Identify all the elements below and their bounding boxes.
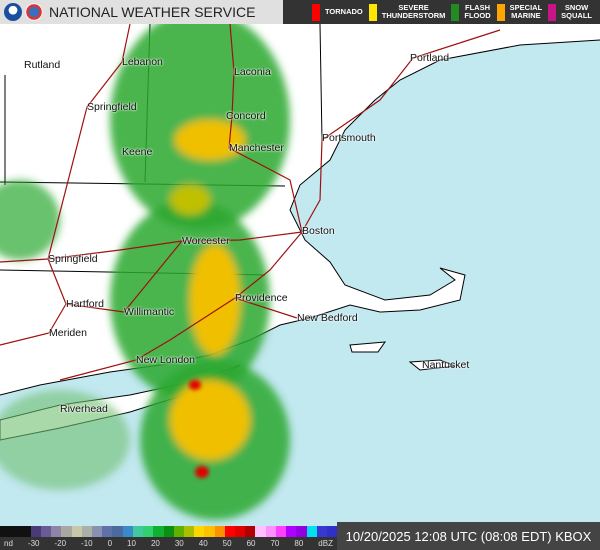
site-title: NATIONAL WEATHER SERVICE xyxy=(49,4,256,20)
color-step xyxy=(275,526,287,537)
marthas-vineyard xyxy=(349,341,387,353)
radar-echoes xyxy=(0,10,290,520)
noaa-logo xyxy=(4,3,22,21)
color-step xyxy=(245,526,256,537)
reflectivity-legend: nd -30 -20 -10 0 10 20 30 40 50 60 70 80 dBZ xyxy=(0,526,338,550)
legend-tick: 60 xyxy=(246,539,256,548)
warning-swatch xyxy=(548,3,557,21)
highways xyxy=(0,23,501,381)
color-step xyxy=(143,526,154,537)
color-step xyxy=(327,526,338,537)
color-step xyxy=(112,526,123,537)
warning-swatch xyxy=(496,3,505,21)
color-step xyxy=(40,526,52,537)
city-label: Lebanon xyxy=(122,56,163,68)
color-step xyxy=(296,526,307,537)
warning-snow: SNOW SQUALL xyxy=(548,3,592,21)
legend-ticks: nd -30 -20 -10 0 10 20 30 40 50 60 70 80 dBZ xyxy=(0,539,337,548)
legend-tick: -20 xyxy=(54,539,67,548)
color-step xyxy=(0,526,11,537)
legend-tick: -30 xyxy=(27,539,40,548)
color-step xyxy=(286,526,297,537)
city-label: Willimantic xyxy=(124,306,175,318)
color-step xyxy=(102,526,113,537)
color-step xyxy=(61,526,72,537)
warning-flash: FLASH FLOOD xyxy=(451,3,491,21)
city-label: Keene xyxy=(122,146,153,158)
city-label: Laconia xyxy=(234,66,271,78)
city-label: New Bedford xyxy=(297,312,358,324)
land xyxy=(0,24,600,395)
color-step xyxy=(71,526,82,537)
color-step xyxy=(265,526,276,537)
city-label: Worcester xyxy=(182,235,230,247)
color-step xyxy=(173,526,184,537)
legend-tick: 0 xyxy=(107,539,113,548)
nws-logo xyxy=(25,3,43,21)
brand[interactable]: NATIONAL WEATHER SERVICE xyxy=(0,0,283,24)
color-step xyxy=(306,526,317,537)
warning-special: SPECIAL MARINE xyxy=(496,3,543,21)
warning-label: TORNADO xyxy=(324,7,363,16)
city-label: Springfield xyxy=(48,253,98,265)
color-step xyxy=(224,526,236,537)
city-label: New London xyxy=(136,354,195,366)
color-step xyxy=(10,526,21,537)
nantucket xyxy=(408,359,456,371)
city-label: Nantucket xyxy=(422,359,470,371)
legend-tick: 30 xyxy=(174,539,184,548)
color-bar xyxy=(0,526,338,537)
warning-label: FLASH FLOOD xyxy=(464,3,491,20)
warning-label: SNOW SQUALL xyxy=(561,3,592,20)
city-label: Portsmouth xyxy=(322,132,376,144)
color-step xyxy=(122,526,133,537)
legend-tick: 40 xyxy=(198,539,208,548)
color-step xyxy=(132,526,144,537)
color-step xyxy=(204,526,215,537)
warning-swatch xyxy=(451,3,460,21)
warning-swatch xyxy=(368,3,377,21)
city-label: Riverhead xyxy=(60,403,108,415)
legend-tick: 50 xyxy=(222,539,232,548)
color-step xyxy=(194,526,205,537)
warning-legend: TORNADO SEVERE THUNDERSTORM FLASH FLOOD SPE… xyxy=(283,0,600,24)
color-step xyxy=(235,526,246,537)
legend-tick: 80 xyxy=(294,539,304,548)
color-step xyxy=(163,526,174,537)
color-step xyxy=(51,526,62,537)
city-label: Concord xyxy=(226,110,266,122)
city-label: Boston xyxy=(302,225,335,237)
city-label: Hartford xyxy=(66,298,104,310)
color-step xyxy=(30,526,41,537)
color-step xyxy=(81,526,92,537)
warning-severe: SEVERE THUNDERSTORM xyxy=(368,3,446,21)
legend-tick: 20 xyxy=(150,539,160,548)
color-step xyxy=(20,526,31,537)
legend-tick: 10 xyxy=(127,539,136,548)
warning-tornado: TORNADO xyxy=(311,3,363,21)
color-step xyxy=(316,526,327,537)
timestamp: 10/20/2025 12:08 UTC (08:08 EDT) KBOX xyxy=(337,522,600,550)
city-label: Springfield xyxy=(87,101,137,113)
header: NATIONAL WEATHER SERVICE TORNADO SEVERE T… xyxy=(0,0,600,24)
city-label: Portland xyxy=(410,52,450,64)
warning-label: SPECIAL MARINE xyxy=(509,3,543,20)
legend-tick: nd xyxy=(4,539,13,548)
color-step xyxy=(255,526,266,537)
city-label: Providence xyxy=(235,292,288,304)
legend-tick: dBZ xyxy=(318,539,333,548)
city-label: Meriden xyxy=(49,327,87,339)
color-step xyxy=(91,526,103,537)
legend-tick: 70 xyxy=(270,539,280,548)
city-label: Rutland xyxy=(24,59,61,71)
warning-label: SEVERE THUNDERSTORM xyxy=(381,3,446,20)
color-step xyxy=(183,526,195,537)
color-step xyxy=(153,526,164,537)
city-label: Manchester xyxy=(229,142,284,154)
legend-tick: -10 xyxy=(81,539,93,548)
color-step xyxy=(214,526,225,537)
warning-swatch xyxy=(311,3,320,21)
